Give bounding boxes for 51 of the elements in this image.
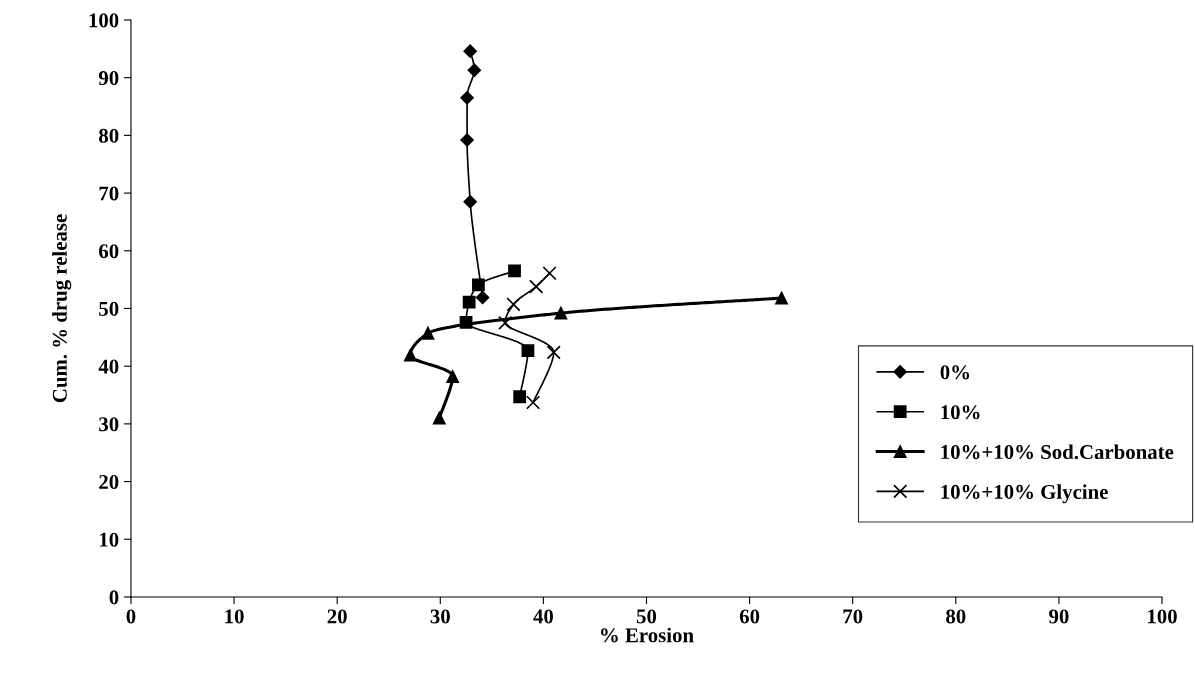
legend-label: 0% bbox=[940, 365, 970, 380]
x-tick-label: 80 bbox=[946, 609, 966, 624]
point bbox=[463, 195, 477, 209]
x-tick-label: 70 bbox=[843, 609, 863, 624]
point bbox=[508, 264, 521, 278]
x-tick-label: 100 bbox=[1148, 609, 1177, 624]
x-tick-label: 20 bbox=[327, 609, 347, 624]
y-tick-label: 70 bbox=[99, 186, 119, 201]
point bbox=[421, 326, 435, 340]
y-tick-label: 60 bbox=[99, 244, 119, 259]
point bbox=[521, 344, 535, 357]
point bbox=[446, 370, 460, 383]
point bbox=[467, 63, 482, 77]
point bbox=[506, 297, 521, 312]
y-axis-title: Cum. % drug release bbox=[52, 214, 72, 403]
x-tick-label: 40 bbox=[533, 609, 554, 624]
x-tick-label: 0 bbox=[126, 609, 136, 624]
point bbox=[472, 278, 485, 292]
y-tick-label: 40 bbox=[98, 359, 119, 374]
y-tick-label: 50 bbox=[99, 301, 119, 316]
legend-label: 10%+10% Glycine bbox=[941, 484, 1108, 504]
legend-label: 10% bbox=[941, 405, 980, 420]
point bbox=[542, 266, 557, 281]
point bbox=[462, 295, 476, 309]
point bbox=[432, 411, 446, 425]
x-tick-label: 50 bbox=[636, 609, 657, 624]
x-tick-label: 90 bbox=[1049, 609, 1069, 624]
point bbox=[498, 315, 513, 330]
point bbox=[554, 306, 568, 320]
y-tick-label: 30 bbox=[99, 417, 119, 432]
y-tick-label: 20 bbox=[99, 474, 119, 490]
point bbox=[525, 395, 541, 410]
point bbox=[546, 345, 561, 360]
point bbox=[475, 290, 490, 305]
point bbox=[460, 133, 474, 147]
point bbox=[529, 279, 544, 294]
x-tick-label: 10 bbox=[225, 609, 244, 624]
legend-label: 10%+10% Sod.Carbonate bbox=[941, 444, 1174, 460]
point bbox=[403, 348, 417, 362]
point bbox=[775, 291, 788, 305]
y-tick-label: 100 bbox=[89, 13, 119, 28]
point bbox=[460, 91, 474, 105]
x-tick-label: 60 bbox=[739, 609, 760, 624]
y-tick-label: 90 bbox=[98, 71, 119, 86]
point bbox=[513, 390, 527, 404]
x-tick-label: 30 bbox=[430, 609, 450, 624]
point bbox=[463, 44, 477, 58]
y-tick-label: 80 bbox=[99, 128, 119, 143]
y-tick-label: 0 bbox=[109, 590, 119, 605]
x-axis-title: % Erosion bbox=[601, 627, 694, 643]
y-tick-label: 10 bbox=[100, 532, 119, 547]
